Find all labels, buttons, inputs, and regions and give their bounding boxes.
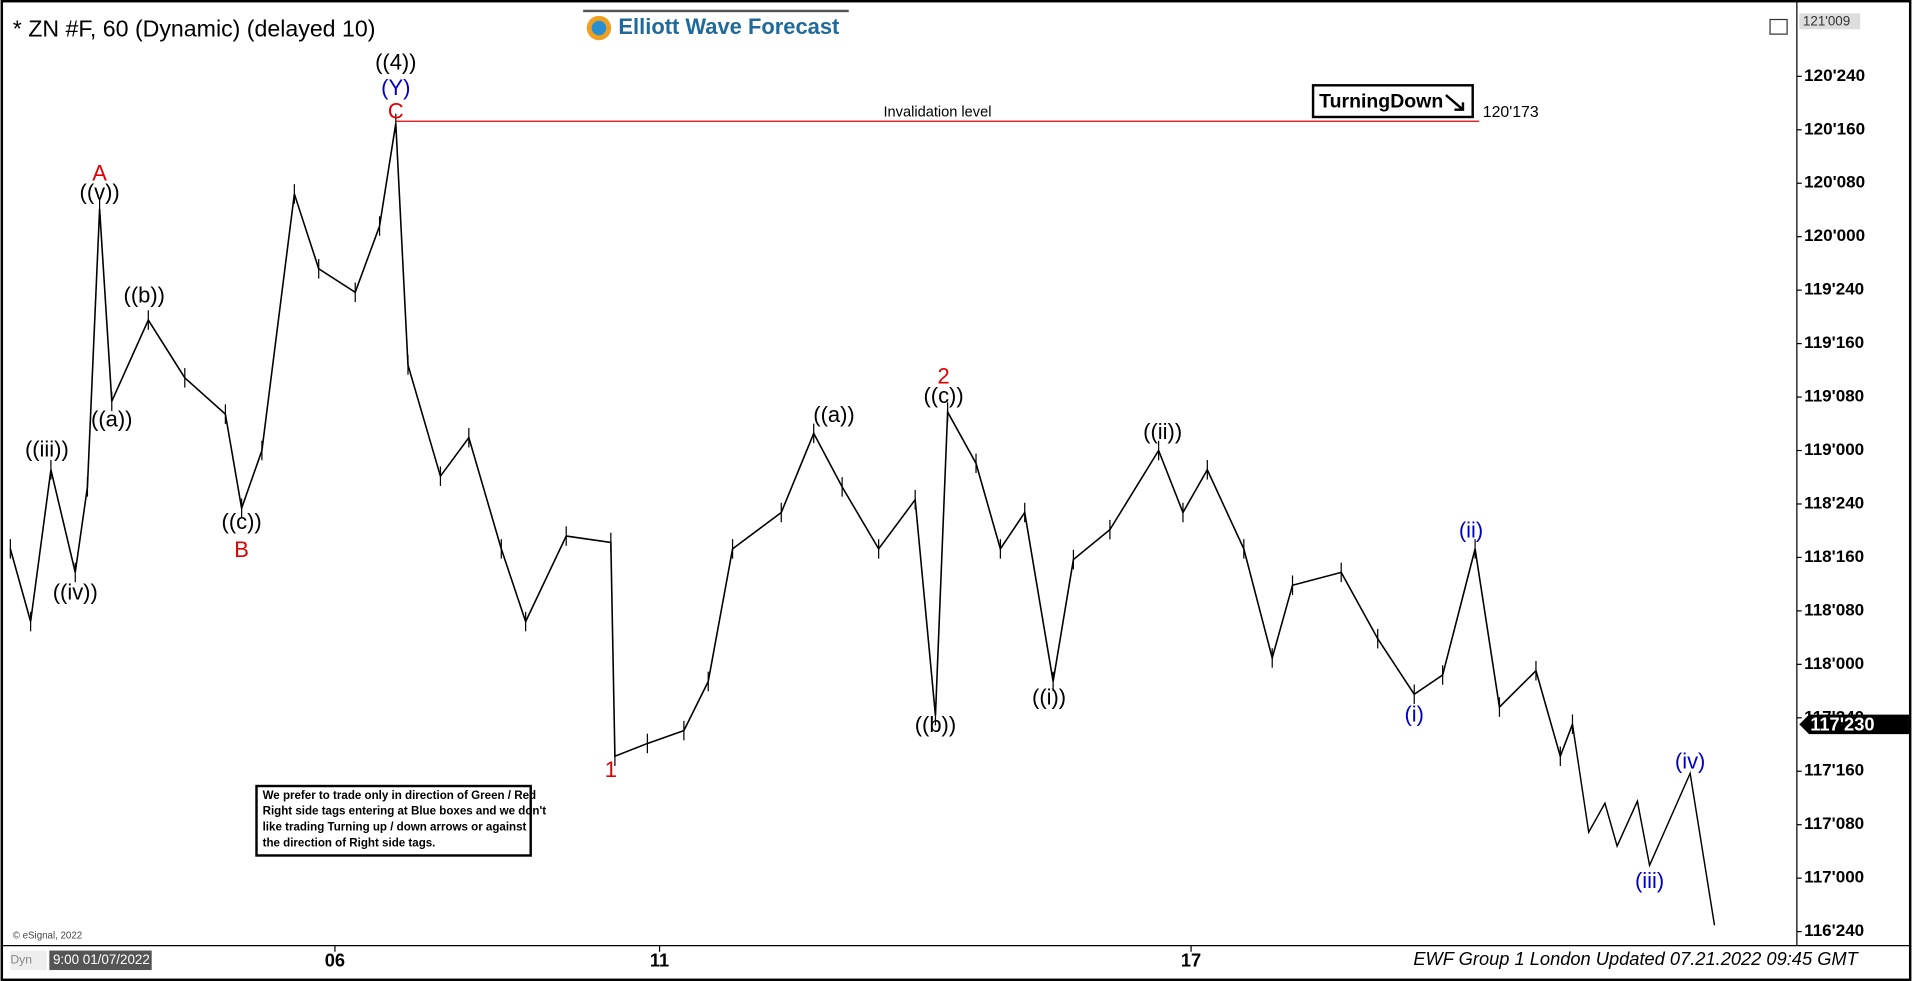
note-line: like trading Turning up / down arrows or… — [263, 822, 527, 834]
x-tick-label: 06 — [325, 949, 345, 970]
y-tick-label: 117'000 — [1804, 868, 1864, 887]
wave-label: ((b)) — [124, 282, 165, 307]
tag-text: TurningDown — [1319, 91, 1443, 113]
wave-label: ((b)) — [915, 712, 956, 737]
note-line: We prefer to trade only in direction of … — [263, 790, 536, 802]
note: We prefer to trade only in direction of … — [263, 790, 547, 850]
wave-label: B — [234, 537, 249, 562]
y-tick-label: 118'000 — [1804, 654, 1864, 673]
y-tick-label: 117'080 — [1804, 814, 1864, 833]
wave-label: ((c)) — [222, 509, 262, 534]
wave-label: C — [388, 98, 404, 123]
invalidation-text: Invalidation level — [883, 105, 991, 121]
wave-label: (Y) — [381, 75, 410, 100]
wave-label: A — [92, 160, 107, 185]
wave-label: ((iii)) — [25, 436, 69, 461]
window-icon[interactable] — [1769, 18, 1788, 35]
wave-label: (iv) — [1675, 748, 1705, 773]
footer: EWF Group 1 London Updated 07.21.2022 09… — [1413, 948, 1859, 969]
wave-label: (i) — [1404, 701, 1423, 726]
current-price-label: 117'230 — [1810, 713, 1874, 734]
corner-box — [10, 950, 47, 971]
wave-label: (iii) — [1635, 868, 1664, 893]
y-tick-label: 118'240 — [1804, 493, 1864, 512]
start-label: 9:00 01/07/2022 — [53, 952, 150, 967]
logo-icon-inner — [591, 20, 607, 36]
y-tick-label: 120'000 — [1804, 226, 1865, 245]
current-price-box — [1799, 714, 1909, 735]
wave-label: ((iv)) — [53, 580, 98, 605]
wave-label: ((a)) — [91, 406, 132, 431]
wave-label: ((ii)) — [1143, 419, 1182, 444]
y-tick-label: 119'080 — [1804, 387, 1864, 406]
y-tick-label: 119'000 — [1804, 440, 1864, 459]
wave-label: ((i)) — [1032, 684, 1066, 709]
start-box — [49, 950, 152, 971]
x-tick-label: 17 — [1181, 949, 1201, 970]
y-tick-label: 118'160 — [1804, 547, 1864, 566]
y-tick-label: 119'240 — [1804, 280, 1864, 299]
y-tick-label: 118'080 — [1804, 600, 1864, 619]
x-tick-label: 11 — [650, 949, 669, 970]
wave-label: ((a)) — [813, 402, 854, 427]
note-box — [255, 784, 532, 857]
y-tick-label: 120'160 — [1804, 119, 1865, 138]
y-tick-label: 119'160 — [1804, 333, 1864, 352]
logo-text: Elliott Wave Forecast — [618, 14, 840, 39]
chart-title: * ZN #F, 60 (Dynamic) (delayed 10) — [13, 16, 376, 42]
copyright: © eSignal, 2022 — [13, 930, 82, 941]
wave-label: 1 — [605, 757, 617, 782]
note-line: the direction of Right side tags. — [263, 837, 436, 849]
logo-rule — [583, 9, 849, 13]
top-label: 121'009 — [1803, 13, 1850, 28]
wave-label: (ii) — [1459, 518, 1483, 543]
note-line: Right side tags entering at Blue boxes a… — [263, 806, 547, 818]
tag-box — [1311, 84, 1474, 119]
top-label-box — [1799, 13, 1861, 30]
wave-label: ((v)) — [80, 180, 120, 205]
wave-label: ((c)) — [923, 383, 963, 408]
projection-line — [1571, 724, 1716, 926]
tag-arrow — [1445, 94, 1465, 111]
wave-label: 2 — [937, 364, 949, 389]
y-tick-label: 120'080 — [1804, 173, 1865, 192]
y-tick-label: 120'240 — [1804, 66, 1865, 85]
y-tick-label: 116'240 — [1804, 921, 1864, 940]
corner-label: Dyn — [10, 953, 32, 967]
wave-label: ((4)) — [375, 49, 416, 74]
invalidation-label: 120'173 — [1483, 104, 1539, 121]
y-tick-label: 117'160 — [1804, 761, 1864, 780]
